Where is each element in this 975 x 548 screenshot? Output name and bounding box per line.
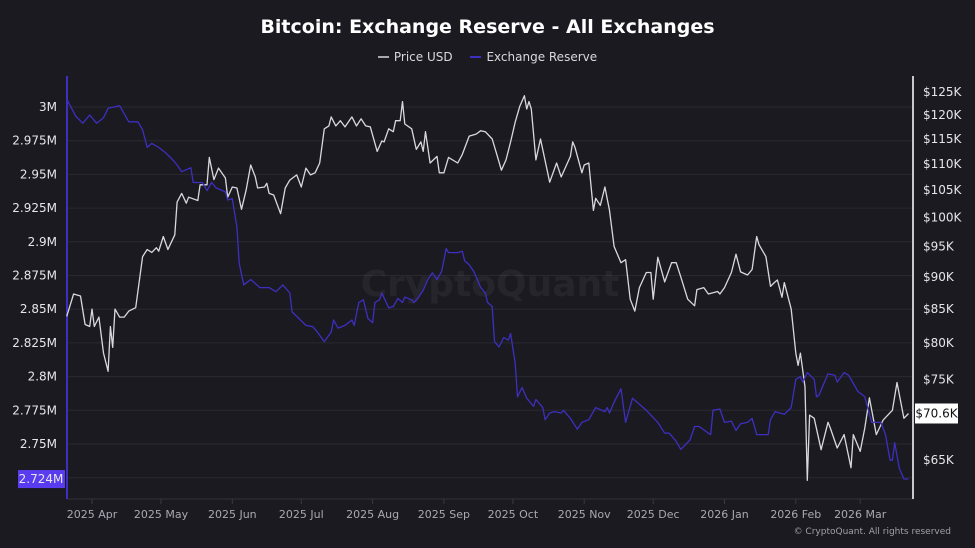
right-tick-label: $110K: [923, 157, 963, 171]
exchange-reserve-line: [66, 98, 909, 480]
x-tick-label: 2025 Jun: [208, 508, 257, 521]
right-tick-label: $120K: [923, 108, 963, 122]
x-tick-label: 2025 Jul: [279, 508, 324, 521]
x-tick-label: 2025 Sep: [418, 508, 470, 521]
right-tick-label: $90K: [923, 270, 955, 284]
price-usd-line: [66, 95, 909, 481]
right-tick-label: $125K: [923, 85, 963, 99]
left-tick-label: 2.9M: [28, 235, 57, 249]
left-tick-label: 2.825M: [12, 336, 57, 350]
legend-swatch-price: [377, 56, 389, 58]
chart-title: Bitcoin: Exchange Reserve - All Exchange…: [260, 16, 715, 38]
x-tick-label: 2026 Feb: [770, 508, 821, 521]
legend-swatch-reserve: [470, 56, 482, 58]
current-price-badge: [915, 403, 958, 424]
current-reserve-value: 2.724M: [19, 472, 64, 486]
x-tick-label: 2025 Nov: [558, 508, 611, 521]
x-tick-label: 2025 Oct: [488, 508, 539, 521]
left-tick-label: 2.925M: [12, 201, 57, 215]
right-tick-label: $85K: [923, 302, 955, 316]
legend-label-price: Price USD: [393, 50, 453, 64]
left-tick-label: 2.8M: [28, 370, 57, 384]
left-tick-label: 2.875M: [12, 269, 57, 283]
x-tick-label: 2025 Aug: [346, 508, 399, 521]
right-tick-label: $65K: [923, 453, 955, 467]
right-tick-label: $80K: [923, 336, 955, 350]
right-tick-label: $105K: [923, 183, 963, 197]
x-tick-label: 2025 May: [134, 508, 189, 521]
legend: Price USD Exchange Reserve: [0, 47, 975, 64]
left-tick-label: 2.75M: [20, 437, 57, 451]
right-tick-label: $115K: [923, 132, 963, 146]
left-tick-label: 2.775M: [12, 403, 57, 417]
x-tick-label: 2025 Apr: [67, 508, 118, 521]
current-price-value: $70.6K: [915, 406, 958, 420]
legend-item-price[interactable]: Price USD: [377, 50, 453, 64]
left-tick-label: 2.975M: [12, 134, 57, 148]
x-tick-label: 2025 Dec: [627, 508, 680, 521]
left-tick-label: 2.85M: [20, 302, 57, 316]
watermark-logo: CryptoQuant: [361, 264, 620, 305]
legend-item-reserve[interactable]: Exchange Reserve: [470, 50, 597, 64]
right-tick-label: $75K: [923, 372, 955, 386]
x-tick-label: 2026 Mar: [834, 508, 887, 521]
current-reserve-badge: [18, 470, 65, 489]
left-tick-label: 2.95M: [20, 167, 57, 181]
right-tick-label: $95K: [923, 239, 955, 253]
right-tick-label: $100K: [923, 211, 963, 225]
x-tick-label: 2026 Jan: [700, 508, 748, 521]
left-tick-label: 3M: [39, 100, 57, 114]
copyright-credit: © CryptoQuant. All rights reserved: [793, 527, 951, 537]
legend-label-reserve: Exchange Reserve: [486, 50, 598, 64]
